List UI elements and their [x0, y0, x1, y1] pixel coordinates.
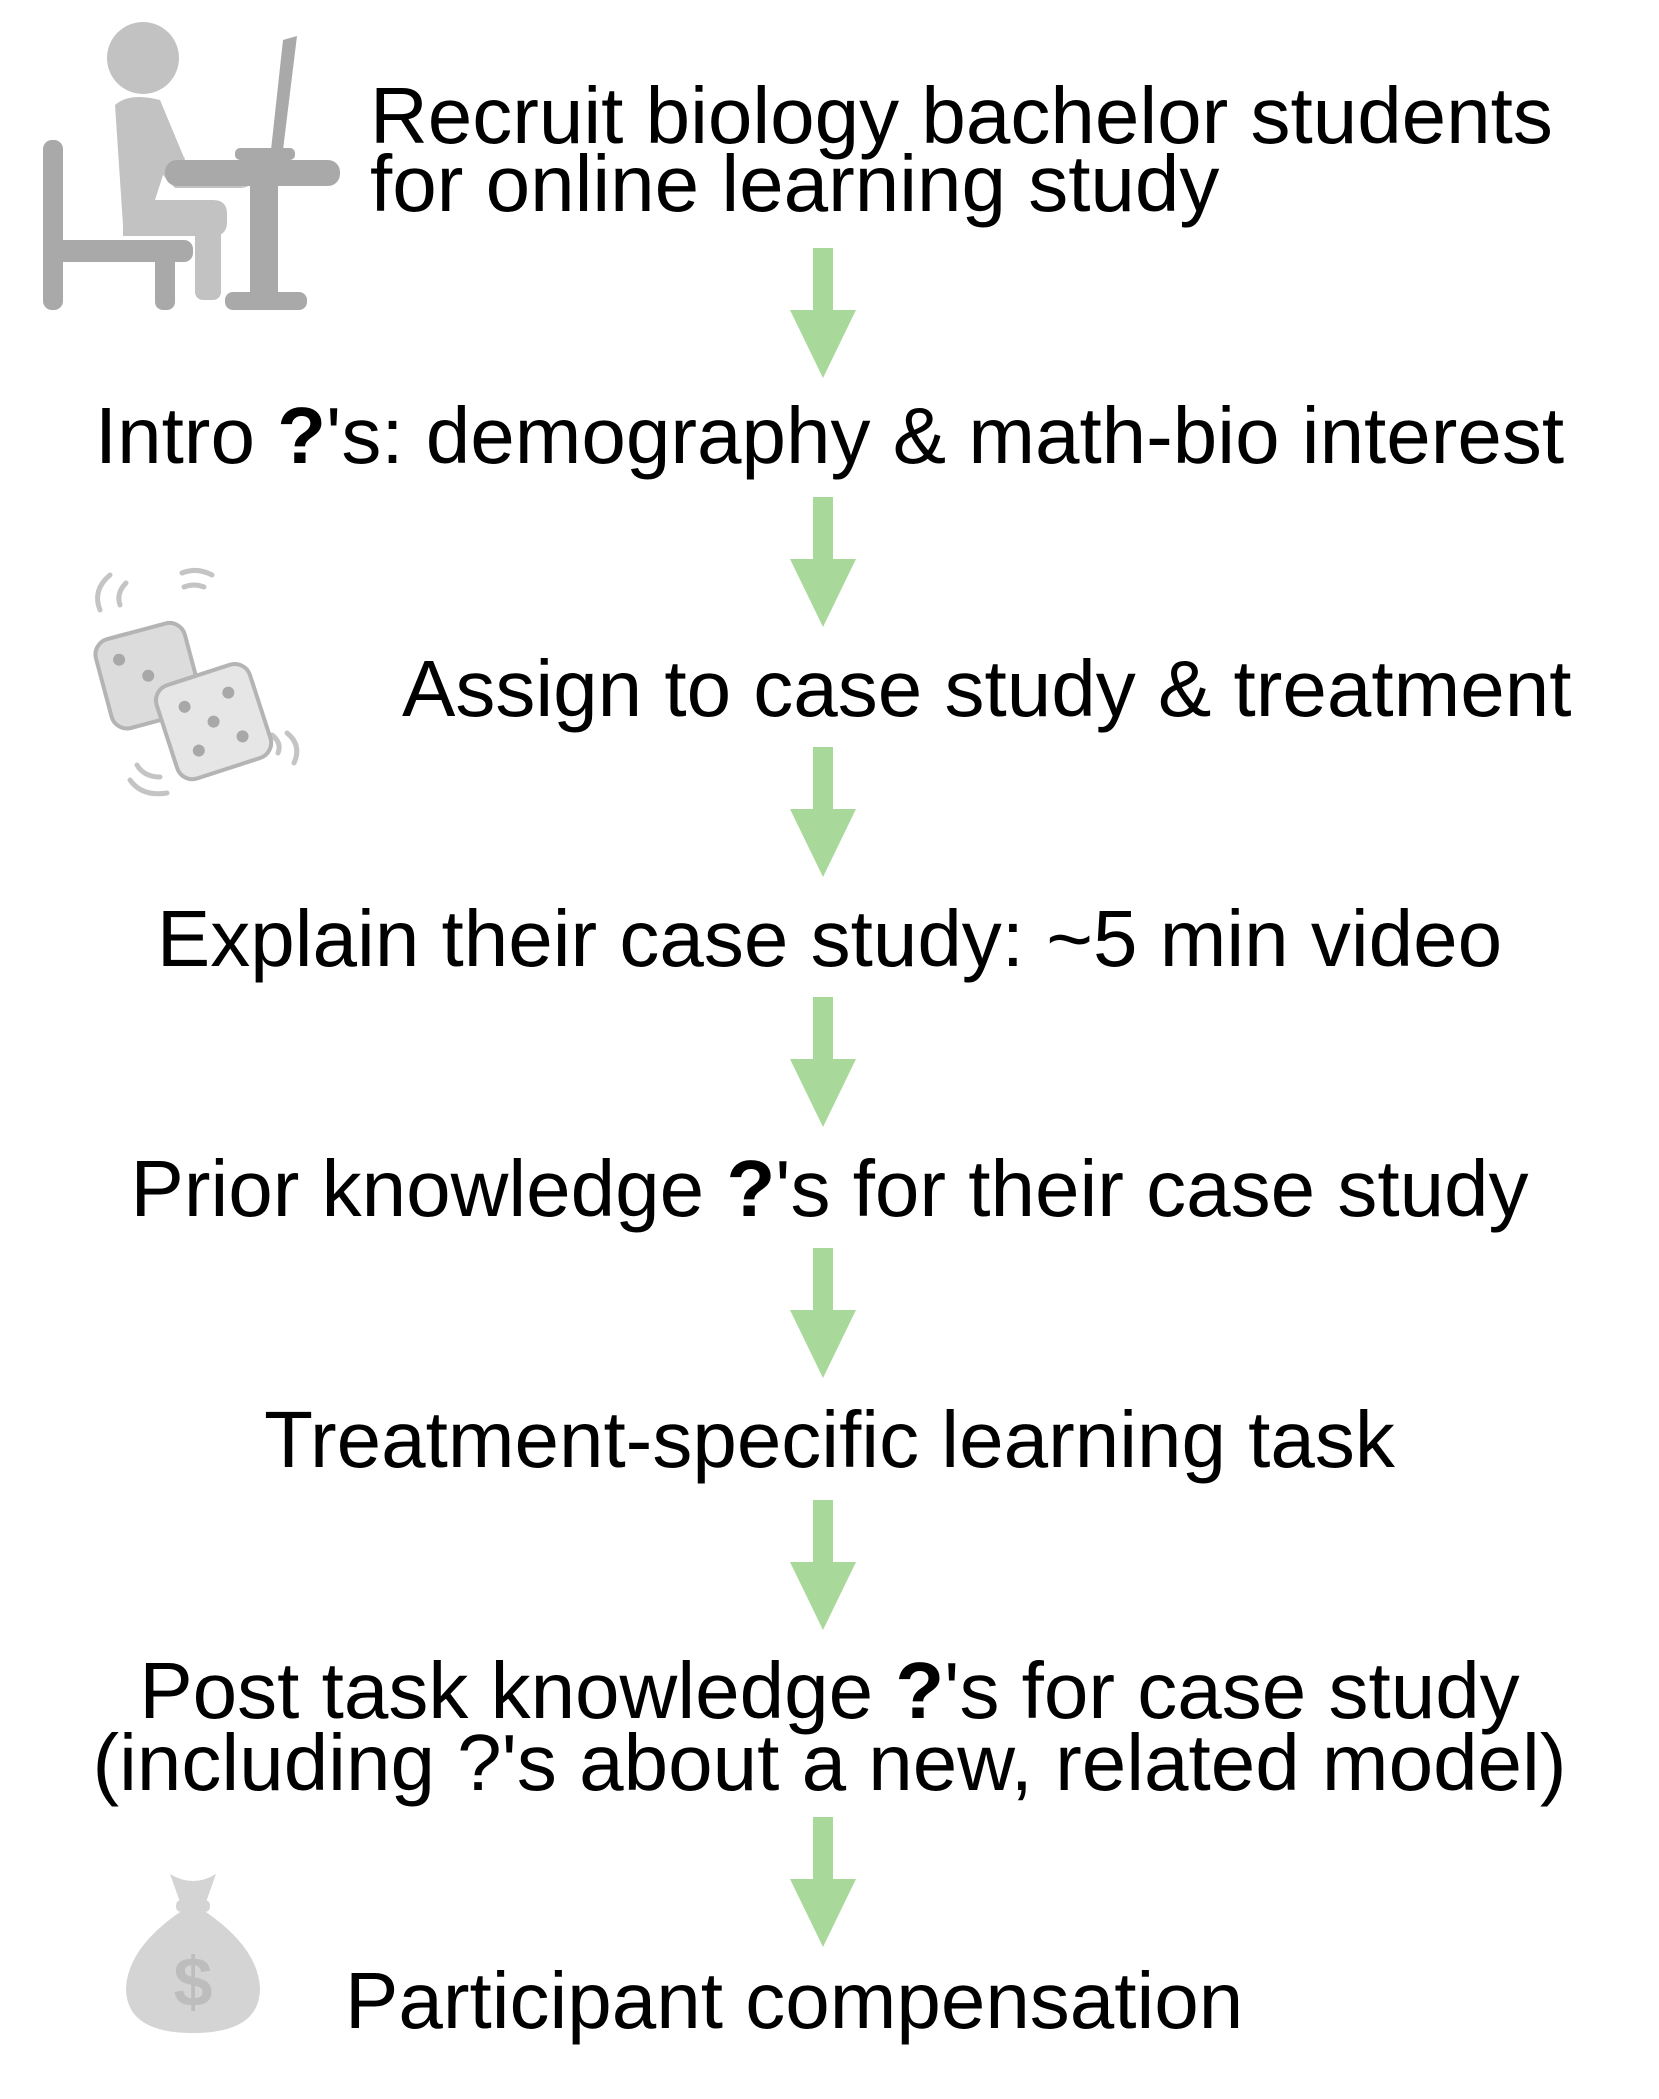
- step-assign: Assign to case study & treatment: [402, 644, 1572, 733]
- arrow-down-3: [790, 747, 856, 877]
- step-compensation: Participant compensation: [345, 1956, 1244, 2045]
- step-prior-knowledge: Prior knowledge ?'s for their case study: [130, 1144, 1529, 1233]
- arrow-down-4: [790, 997, 856, 1127]
- svg-text:$: $: [174, 1943, 213, 2021]
- question-mark-bold: ?: [726, 1144, 776, 1233]
- step-explain: Explain their case study: ~5 min video: [156, 894, 1503, 983]
- arrow-down-7: [790, 1817, 856, 1947]
- arrow-down-2: [790, 497, 856, 627]
- step-post-task-line-2: (including ?'s about a new, related mode…: [92, 1718, 1567, 1807]
- arrow-down-1: [790, 248, 856, 378]
- step-recruit-line-1: Recruit biology bachelor students: [370, 71, 1553, 160]
- step-post-task: Post task knowledge ?'s for case study (…: [0, 1646, 1659, 1807]
- person-at-computer-icon: [43, 22, 340, 310]
- question-mark-bold: ?: [277, 391, 327, 480]
- arrow-down-6: [790, 1500, 856, 1630]
- step-post-task-line-1: Post task knowledge ?'s for case study: [139, 1646, 1520, 1735]
- step-intro: Intro ?'s: demography & math-bio interes…: [94, 391, 1565, 480]
- money-bag-icon: $: [126, 1874, 260, 2033]
- step-learning-task: Treatment-specific learning task: [264, 1395, 1395, 1484]
- step-recruit-line-2: for online learning study: [370, 139, 1220, 228]
- step-recruit: Recruit biology bachelor students for on…: [370, 71, 1630, 228]
- arrow-down-5: [790, 1248, 856, 1378]
- question-mark-bold: ?: [895, 1646, 945, 1735]
- rolling-dice-icon: [93, 567, 300, 797]
